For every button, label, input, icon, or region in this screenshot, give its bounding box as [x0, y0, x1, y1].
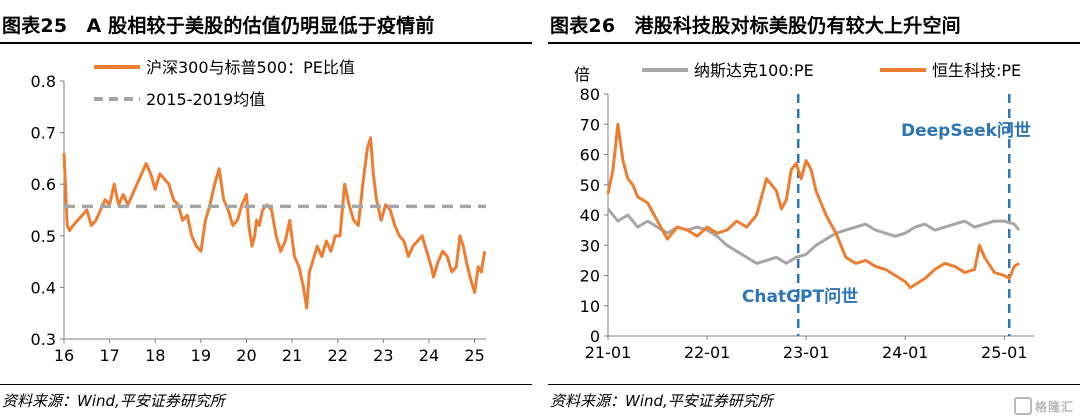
- x-tick-label: 18: [145, 346, 165, 365]
- right-chart-title: 图表26 港股科技股对标美股仍有较大上升空间: [550, 15, 961, 37]
- x-tick-label: 16: [54, 346, 74, 365]
- legend-label: 2015-2019均值: [146, 90, 265, 109]
- left-chart-svg: 0.3 0.4 0.5 0.6 0.7 0.8 16 17 18 19 20 21 22 23 24 25 沪深…: [31, 58, 487, 365]
- y-tick-label: 40: [580, 206, 600, 225]
- y-tick-label: 0.8: [31, 72, 56, 91]
- legend-label: 沪深300与标普500：PE比值: [146, 58, 355, 77]
- right-source-bar: 资料来源：Wind,平安证券研究所: [548, 384, 1080, 415]
- x-tick-label: 21: [282, 346, 302, 365]
- left-chart-title: 图表25 A 股相较于美股的估值仍明显低于疫情前: [2, 15, 435, 37]
- right-source-note: 资料来源：Wind,平安证券研究所: [550, 392, 773, 410]
- x-tick-label: 23-01: [783, 343, 830, 362]
- y-tick-label: 20: [580, 267, 600, 286]
- left-source-bar: 资料来源：Wind,平安证券研究所: [0, 384, 532, 415]
- left-source-note: 资料来源：Wind,平安证券研究所: [2, 392, 225, 410]
- x-tick-label: 22: [328, 346, 348, 365]
- watermark: 格隆汇: [1013, 397, 1074, 415]
- y-tick-label: 0.5: [31, 227, 56, 246]
- x-tick-label: 19: [191, 346, 211, 365]
- left-chart-panel: 图表25 A 股相较于美股的估值仍明显低于疫情前 0.3 0.4 0.5 0.6 0.7…: [0, 0, 532, 420]
- y-tick-label: 50: [580, 176, 600, 195]
- legend-label: 纳斯达克100:PE: [694, 61, 814, 80]
- y-tick-label: 0.4: [31, 278, 56, 297]
- event-annotation-text: DeepSeek问世: [901, 120, 1031, 141]
- x-tick-label: 21-01: [585, 343, 632, 362]
- right-chart-panel: 图表26 港股科技股对标美股仍有较大上升空间 0 10 20 30 40 50 60 70 80…: [548, 0, 1080, 420]
- x-tick-label: 25: [464, 346, 484, 365]
- y-tick-label: 70: [580, 115, 600, 134]
- y-tick-label: 0.3: [31, 330, 56, 349]
- y-tick-label: 80: [580, 85, 600, 104]
- x-tick-label: 20: [236, 346, 256, 365]
- x-tick-label: 17: [99, 346, 119, 365]
- watermark-logo-icon: [1013, 397, 1032, 415]
- y-axis-unit-label: 倍: [574, 65, 590, 84]
- right-chart-title-bar: 图表26 港股科技股对标美股仍有较大上升空间: [548, 4, 1080, 44]
- series-line-1: [606, 122, 1020, 290]
- y-tick-label: 0.6: [31, 175, 56, 194]
- x-tick-label: 23: [373, 346, 393, 365]
- x-tick-label: 24: [419, 346, 439, 365]
- legend-label: 恒生科技:PE: [932, 61, 1021, 80]
- left-chart-title-bar: 图表25 A 股相较于美股的估值仍明显低于疫情前: [0, 4, 532, 44]
- y-tick-label: 10: [580, 297, 600, 316]
- x-tick-label: 22-01: [684, 343, 731, 362]
- watermark-text: 格隆汇: [1034, 400, 1074, 414]
- y-tick-label: 0.7: [31, 124, 56, 143]
- series-line-0: [62, 136, 487, 310]
- y-tick-label: 30: [580, 236, 600, 255]
- right-chart-svg: 0 10 20 30 40 50 60 70 80 21-01 22-01 23-01 24-01 25-…: [574, 61, 1034, 362]
- event-annotation-text: ChatGPT问世: [742, 286, 858, 307]
- y-tick-label: 0: [590, 327, 600, 346]
- y-tick-label: 60: [580, 146, 600, 165]
- x-tick-label: 24-01: [882, 343, 929, 362]
- x-tick-label: 25-01: [981, 343, 1028, 362]
